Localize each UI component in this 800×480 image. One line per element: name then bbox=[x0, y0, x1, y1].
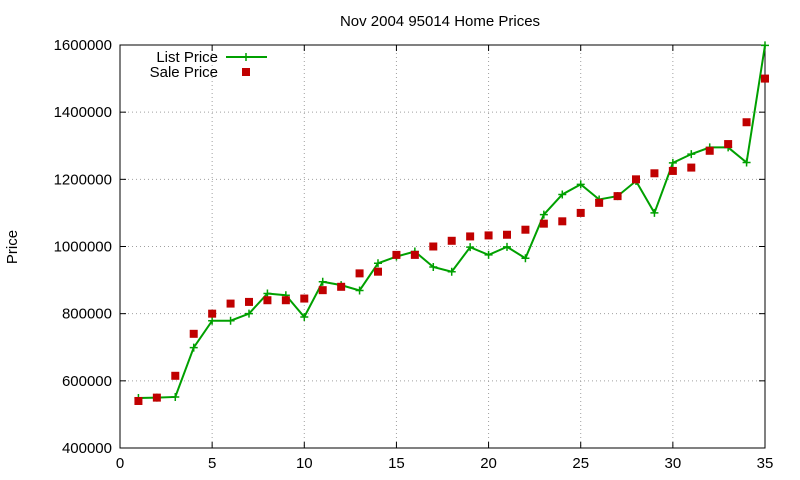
sale-price-point bbox=[263, 296, 272, 305]
list-price-point bbox=[539, 210, 548, 219]
sale-price-point bbox=[595, 198, 604, 207]
x-tick-label: 5 bbox=[208, 455, 216, 472]
series-list-price bbox=[134, 41, 769, 402]
sale-price-point bbox=[300, 294, 309, 303]
y-tick-label: 400000 bbox=[62, 440, 112, 457]
list-price-point bbox=[245, 309, 253, 318]
legend-label: Sale Price bbox=[150, 64, 218, 81]
sale-price-point bbox=[337, 282, 346, 291]
list-price-point bbox=[429, 262, 438, 271]
x-tick-label: 25 bbox=[572, 455, 589, 472]
list-price-point bbox=[171, 392, 180, 401]
y-tick-label: 1600000 bbox=[54, 37, 112, 54]
sale-price-point bbox=[687, 163, 696, 172]
sale-price-point bbox=[374, 267, 382, 276]
y-tick-label: 1400000 bbox=[54, 104, 112, 121]
sale-price-point bbox=[632, 175, 640, 184]
sale-price-point bbox=[355, 269, 364, 278]
series-layer bbox=[134, 41, 769, 405]
list-price-point bbox=[484, 250, 493, 259]
sale-price-point bbox=[281, 296, 290, 305]
sale-price-point bbox=[724, 140, 733, 149]
list-price-point bbox=[374, 259, 382, 268]
sale-price-point bbox=[742, 118, 751, 127]
chart-title: Nov 2004 95014 Home Prices bbox=[340, 13, 540, 30]
list-price-point bbox=[466, 243, 475, 252]
legend-label: List Price bbox=[156, 49, 218, 66]
sale-price-point bbox=[152, 393, 161, 402]
sale-price-point bbox=[171, 371, 180, 380]
y-axis-label: Price bbox=[4, 230, 21, 264]
sale-price-point bbox=[503, 230, 511, 239]
sale-price-point bbox=[705, 146, 714, 155]
sale-price-point bbox=[613, 192, 622, 201]
x-tick-label: 10 bbox=[296, 455, 313, 472]
list-price-point bbox=[226, 316, 235, 325]
sale-price-point bbox=[134, 396, 143, 405]
list-price-point bbox=[742, 158, 751, 167]
x-tick-label: 20 bbox=[480, 455, 497, 472]
sale-price-point bbox=[668, 166, 677, 175]
legend-marker bbox=[242, 53, 250, 61]
sale-price-point bbox=[761, 74, 769, 83]
x-tick-label: 35 bbox=[757, 455, 774, 472]
x-tick-label: 30 bbox=[665, 455, 682, 472]
list-price-point bbox=[503, 242, 511, 251]
list-price-point bbox=[650, 208, 659, 217]
list-price-point bbox=[318, 277, 327, 286]
list-price-point bbox=[761, 41, 769, 50]
sale-price-point bbox=[410, 250, 419, 259]
y-tick-label: 600000 bbox=[62, 373, 112, 390]
sale-price-point bbox=[226, 299, 235, 308]
x-tick-label: 15 bbox=[388, 455, 405, 472]
axis-ticks: 0 5 10 15 20 25 30 35 400000 600000 800000 1000000 1… bbox=[54, 37, 774, 472]
list-price-point bbox=[355, 286, 364, 295]
y-tick-label: 1200000 bbox=[54, 171, 112, 188]
sale-price-point bbox=[650, 169, 659, 178]
list-price-point bbox=[558, 190, 567, 199]
y-tick-label: 1000000 bbox=[54, 239, 112, 256]
sale-price-point bbox=[318, 286, 327, 295]
list-price-point bbox=[521, 254, 530, 263]
x-tick-label: 0 bbox=[116, 455, 124, 472]
legend-marker bbox=[242, 68, 250, 76]
sale-price-point bbox=[466, 232, 475, 241]
list-price-point bbox=[263, 289, 272, 298]
sale-price-point bbox=[189, 329, 198, 338]
sale-price-point bbox=[208, 309, 217, 318]
list-price-point bbox=[300, 313, 309, 322]
list-price-point bbox=[208, 316, 217, 325]
list-price-point bbox=[189, 343, 198, 352]
list-price-point bbox=[447, 267, 456, 276]
y-tick-label: 800000 bbox=[62, 306, 112, 323]
sale-price-point bbox=[484, 231, 493, 240]
sale-price-point bbox=[539, 219, 548, 228]
sale-price-point bbox=[576, 208, 585, 217]
list-price-point bbox=[668, 158, 677, 167]
list-price-line bbox=[138, 45, 766, 399]
sale-price-point bbox=[429, 242, 438, 251]
list-price-point bbox=[576, 180, 585, 189]
sale-price-point bbox=[521, 225, 530, 234]
sale-price-point bbox=[447, 236, 456, 245]
sale-price-point bbox=[392, 250, 401, 259]
list-price-point bbox=[687, 150, 696, 159]
sale-price-point bbox=[558, 217, 567, 226]
sale-price-point bbox=[245, 297, 253, 306]
grid-lines bbox=[120, 45, 765, 448]
series-sale-price bbox=[134, 74, 769, 405]
